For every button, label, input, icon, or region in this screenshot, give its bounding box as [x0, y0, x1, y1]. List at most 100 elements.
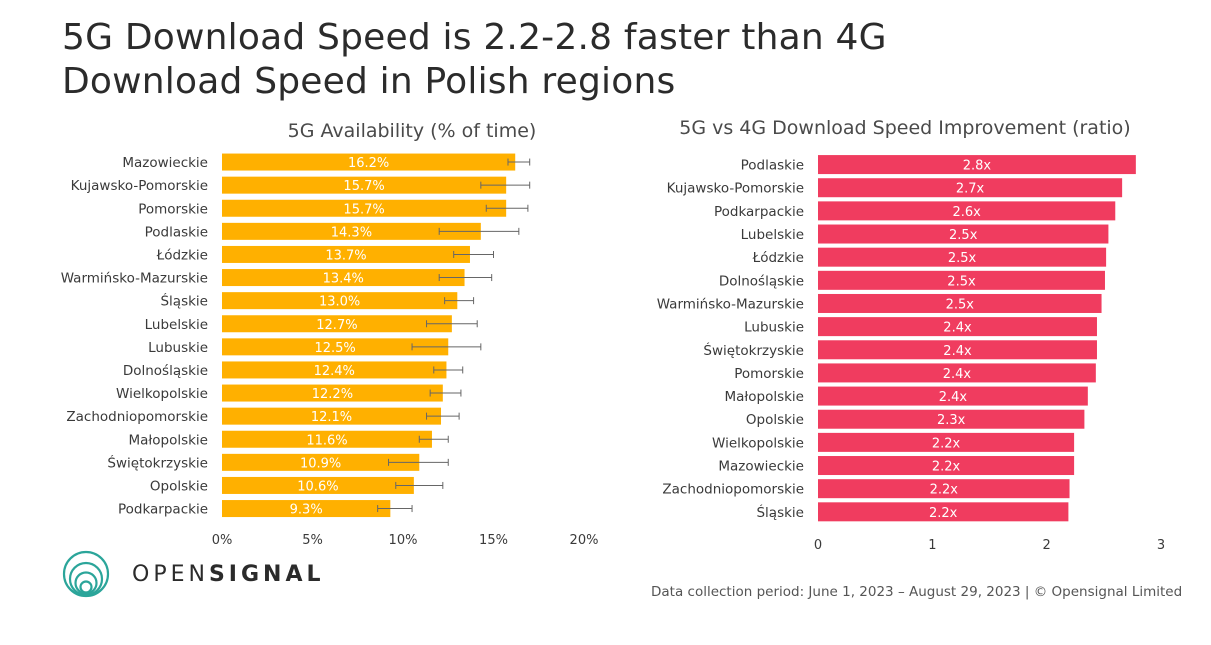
value-label: 2.4x — [939, 390, 968, 405]
logo-wordmark: OPENSIGNAL — [132, 562, 325, 587]
improvement-chart-title: 5G vs 4G Download Speed Improvement (rat… — [679, 117, 1131, 139]
category-label: Świętokrzyskie — [107, 453, 208, 471]
value-label: 2.2x — [932, 460, 961, 475]
category-label: Kujawsko-Pomorskie — [71, 178, 208, 194]
bar — [222, 153, 516, 171]
category-label: Kujawsko-Pomorskie — [667, 181, 804, 197]
value-label: 15.7% — [343, 202, 384, 217]
category-label: Lubelskie — [741, 227, 804, 243]
bar — [222, 384, 443, 402]
bar — [818, 317, 1097, 337]
logo-text-bold: SIGNAL — [208, 562, 325, 587]
category-label: Opolskie — [150, 478, 208, 494]
x-tick-label: 1 — [928, 538, 936, 553]
bar — [818, 432, 1075, 452]
value-label: 2.6x — [952, 205, 981, 220]
value-label: 13.7% — [325, 248, 366, 263]
x-tick-label: 3 — [1157, 538, 1165, 553]
category-label: Małopolskie — [724, 389, 804, 405]
category-label: Mazowieckie — [718, 459, 804, 475]
value-label: 12.4% — [314, 364, 355, 379]
bar — [222, 245, 470, 263]
bar — [222, 292, 458, 310]
category-label: Pomorskie — [138, 201, 208, 217]
value-label: 2.5x — [947, 274, 976, 289]
bar — [818, 201, 1116, 221]
value-label: 10.6% — [297, 479, 338, 494]
category-label: Dolnośląskie — [123, 363, 208, 379]
bar — [222, 338, 449, 356]
value-label: 14.3% — [331, 225, 372, 240]
category-label: Podlaskie — [741, 158, 804, 174]
page-title: 5G Download Speed is 2.2-2.8 faster than… — [62, 17, 887, 102]
category-label: Opolskie — [746, 412, 804, 428]
category-label: Mazowieckie — [122, 155, 208, 171]
bar — [818, 456, 1075, 476]
bar — [222, 361, 447, 379]
category-label: Świętokrzyskie — [703, 341, 804, 359]
logo-text-light: OPEN — [132, 562, 209, 587]
category-label: Podlaskie — [145, 224, 208, 240]
value-label: 10.9% — [300, 456, 341, 471]
value-label: 2.5x — [948, 251, 977, 266]
bar — [222, 315, 452, 333]
bar — [818, 270, 1105, 290]
value-label: 11.6% — [306, 433, 347, 448]
bar — [818, 293, 1102, 313]
x-tick-label: 0 — [814, 538, 822, 553]
category-label: Podkarpackie — [118, 502, 208, 518]
category-label: Małopolskie — [128, 432, 208, 448]
value-label: 2.7x — [956, 182, 985, 197]
value-label: 12.7% — [316, 318, 357, 333]
category-label: Śląskie — [756, 503, 804, 521]
category-label: Lubuskie — [148, 340, 208, 356]
bar — [818, 386, 1088, 406]
value-label: 12.2% — [312, 387, 353, 402]
x-tick-label: 20% — [570, 533, 599, 548]
value-label: 12.5% — [314, 341, 355, 356]
category-label: Warmińsko-Mazurskie — [61, 271, 208, 287]
value-label: 2.5x — [946, 297, 975, 312]
category-label: Pomorskie — [734, 366, 804, 382]
bar — [222, 430, 432, 448]
bar — [222, 407, 442, 425]
value-label: 12.1% — [311, 410, 352, 425]
x-tick-label: 0% — [212, 533, 233, 548]
bar — [222, 269, 465, 287]
value-label: 2.2x — [929, 506, 958, 521]
value-label: 9.3% — [290, 503, 323, 518]
bar — [818, 247, 1107, 267]
bar — [222, 176, 507, 194]
bar — [818, 340, 1097, 360]
bar — [818, 502, 1069, 522]
value-label: 2.2x — [932, 436, 961, 451]
availability-chart-title: 5G Availability (% of time) — [287, 120, 537, 142]
bar — [222, 199, 507, 217]
bar — [222, 222, 481, 240]
data-collection-note: Data collection period: June 1, 2023 – A… — [651, 584, 1183, 600]
category-label: Warmińsko-Mazurskie — [657, 296, 804, 312]
category-label: Podkarpackie — [714, 204, 804, 220]
value-label: 2.2x — [930, 483, 959, 498]
value-label: 2.4x — [943, 344, 972, 359]
category-label: Lubuskie — [744, 320, 804, 336]
category-label: Łódzkie — [752, 250, 804, 266]
category-label: Łódzkie — [156, 247, 208, 263]
opensignal-logo: OPENSIGNAL — [62, 548, 362, 600]
category-label: Zachodniopomorskie — [66, 409, 208, 425]
value-label: 16.2% — [348, 156, 389, 171]
value-label: 13.0% — [319, 295, 360, 310]
value-label: 2.4x — [943, 367, 972, 382]
bar — [818, 363, 1096, 383]
category-label: Zachodniopomorskie — [662, 482, 804, 498]
value-label: 13.4% — [323, 272, 364, 287]
bar — [818, 409, 1085, 429]
bar — [222, 476, 414, 494]
bar — [818, 224, 1109, 244]
value-label: 2.3x — [937, 413, 966, 428]
category-label: Wielkopolskie — [712, 435, 804, 451]
x-tick-label: 10% — [389, 533, 418, 548]
value-label: 15.7% — [343, 179, 384, 194]
